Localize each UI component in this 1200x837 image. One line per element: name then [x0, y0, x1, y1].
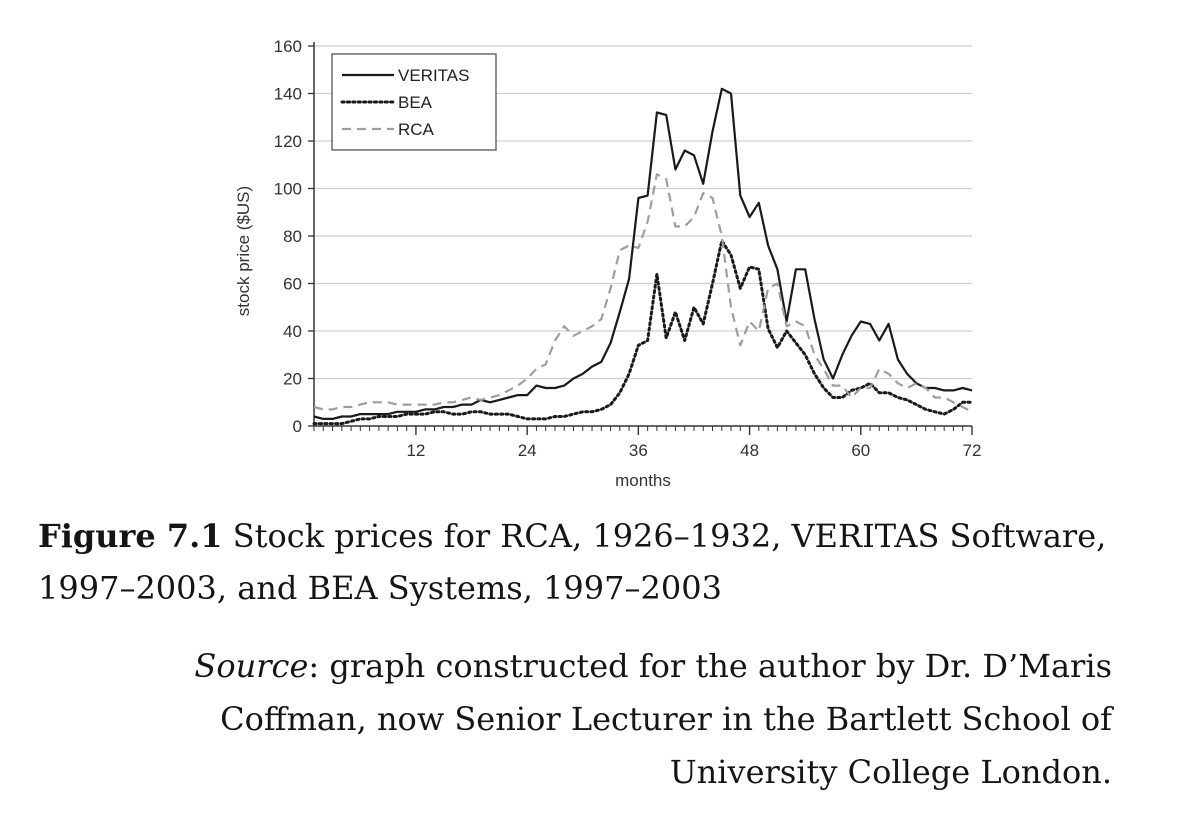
- source-label: Source: [194, 647, 309, 685]
- x-tick-label: 36: [629, 441, 648, 460]
- legend-label-veritas: VERITAS: [398, 66, 469, 85]
- y-tick-label: 40: [283, 322, 302, 341]
- series-line-rca: [313, 173, 973, 413]
- y-tick-label: 20: [283, 370, 302, 389]
- legend-label-rca: RCA: [398, 120, 435, 139]
- x-tick-label: 12: [406, 441, 425, 460]
- x-tick-label: 72: [963, 441, 982, 460]
- legend-label-bea: BEA: [398, 93, 433, 112]
- figure-caption-text: Stock prices for RCA, 1926–1932, VERITAS…: [38, 517, 1107, 607]
- source-note: Source: graph constructed for the author…: [80, 640, 1112, 799]
- series-line-veritas: [313, 87, 973, 420]
- legend: VERITAS BEA RCA: [331, 53, 497, 151]
- chart-container: 0 20 40 60 80 100 120 140 160 12 24 36 48 60 72 VERITA…: [234, 37, 982, 490]
- y-tick-label: 80: [283, 227, 302, 246]
- x-axis-title: months: [615, 471, 671, 490]
- y-axis-title: stock price ($US): [234, 186, 253, 316]
- tick-labels: 0 20 40 60 80 100 120 140 160 12 24 36 48 60 72: [274, 37, 982, 460]
- source-text: : graph constructed for the author by Dr…: [220, 647, 1112, 791]
- y-tick-label: 60: [283, 275, 302, 294]
- y-tick-label: 140: [274, 85, 302, 104]
- y-tick-label: 100: [274, 180, 302, 199]
- series-lines: [312, 87, 974, 426]
- series-line-bea: [312, 239, 974, 426]
- y-tick-label: 0: [293, 417, 302, 436]
- x-tick-label: 60: [851, 441, 870, 460]
- y-tick-label: 120: [274, 132, 302, 151]
- x-tick-label: 24: [518, 441, 537, 460]
- figure-caption: Figure 7.1 Stock prices for RCA, 1926–19…: [38, 510, 1168, 614]
- y-tick-label: 160: [274, 37, 302, 56]
- x-tick-label: 48: [740, 441, 759, 460]
- line-chart: 0 20 40 60 80 100 120 140 160 12 24 36 48 60 72 VERITA…: [234, 37, 982, 490]
- axes: [308, 42, 973, 435]
- figure-label: Figure 7.1: [38, 517, 223, 555]
